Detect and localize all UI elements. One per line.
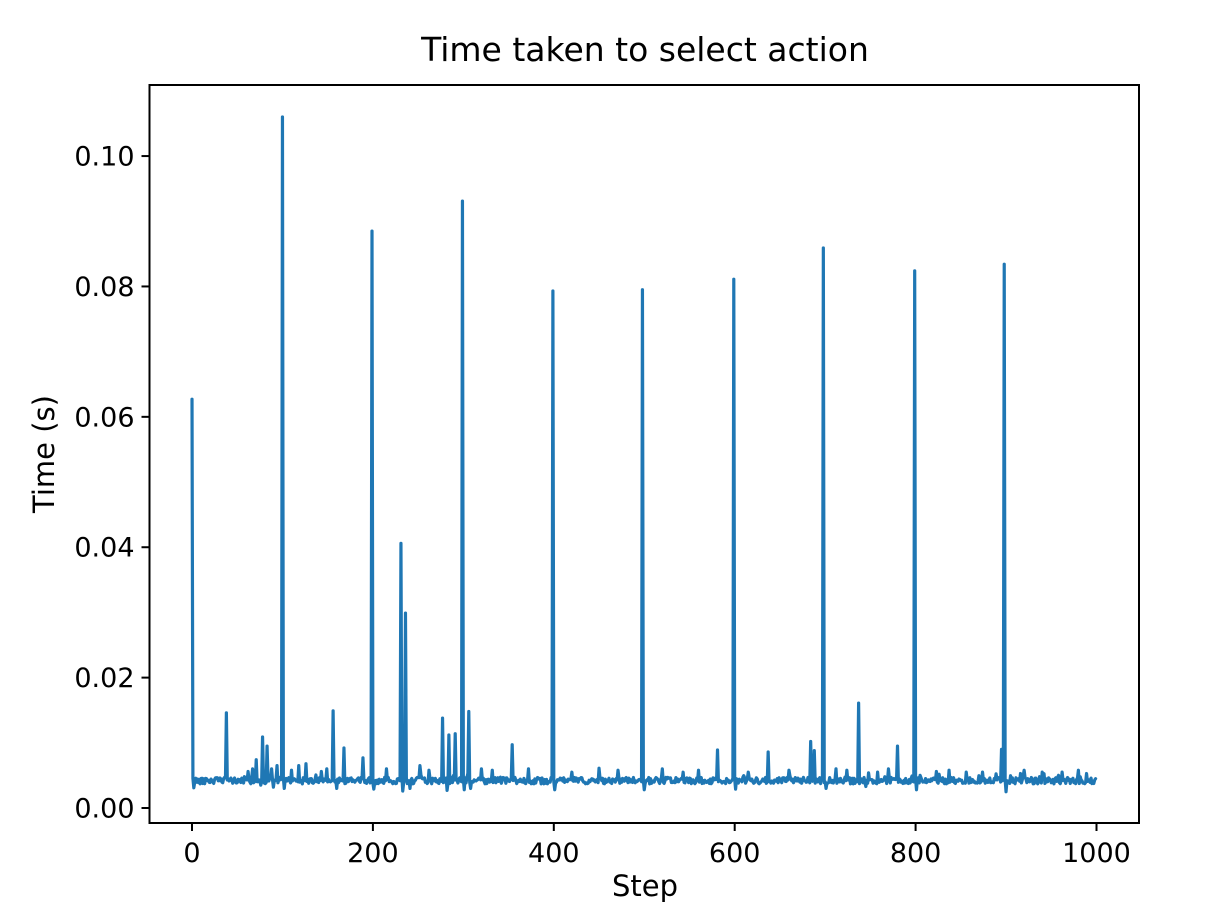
y-tick-label: 0.10	[74, 142, 134, 173]
x-tick-label: 600	[709, 838, 761, 869]
x-tick-label: 1000	[1062, 838, 1131, 869]
y-tick-label: 0.02	[74, 663, 134, 694]
x-axis-label: Step	[611, 869, 679, 903]
y-tick-label: 0.06	[74, 402, 134, 433]
data-line	[190, 115, 1098, 794]
y-tick-label: 0.00	[74, 794, 134, 825]
plot-frame	[148, 84, 1140, 824]
y-axis-label: Time (s)	[27, 395, 61, 513]
x-tick-label: 200	[347, 838, 399, 869]
x-tick-label: 800	[890, 838, 942, 869]
y-tick-label: 0.08	[74, 272, 134, 303]
x-tick-label: 0	[183, 838, 200, 869]
y-tick-label: 0.04	[74, 533, 134, 564]
chart-title: Time taken to select action	[421, 30, 869, 69]
x-tick-label: 400	[528, 838, 580, 869]
